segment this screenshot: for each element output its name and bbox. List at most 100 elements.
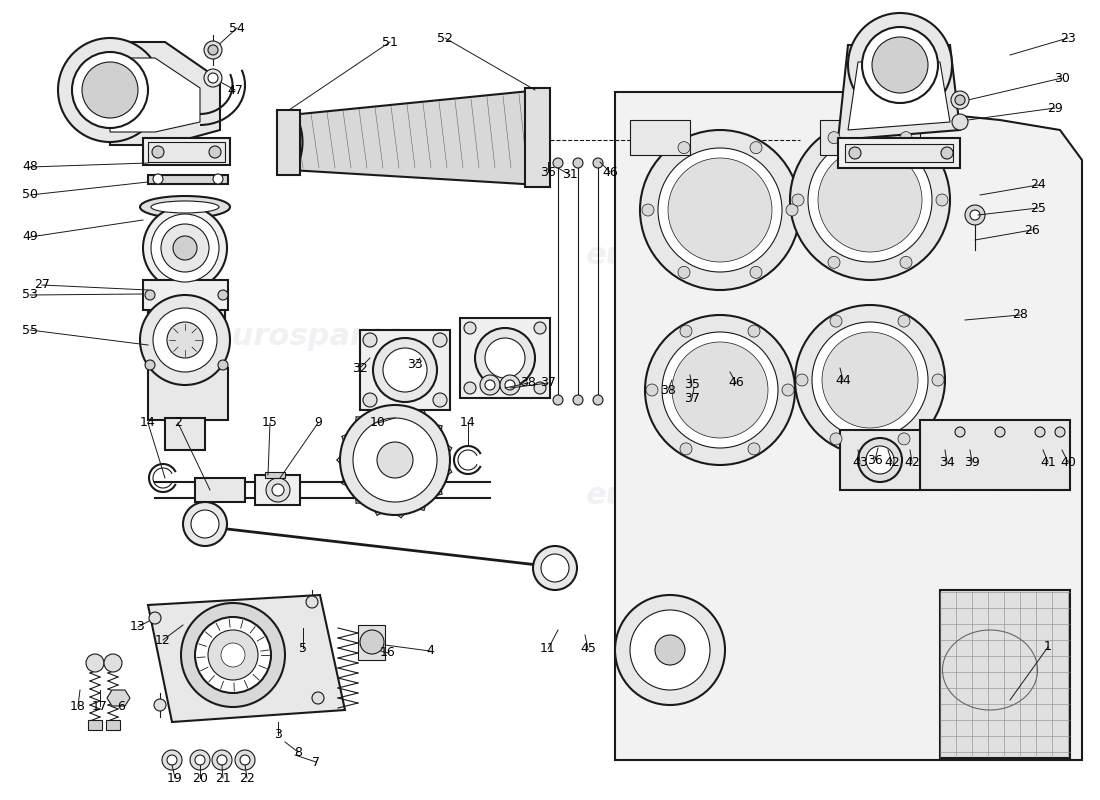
Circle shape — [360, 630, 384, 654]
Circle shape — [593, 395, 603, 405]
Circle shape — [464, 322, 476, 334]
Circle shape — [195, 617, 271, 693]
Circle shape — [190, 750, 210, 770]
Circle shape — [828, 256, 840, 268]
Text: 11: 11 — [540, 642, 556, 655]
Text: 41: 41 — [1041, 455, 1056, 469]
Polygon shape — [148, 142, 225, 162]
Circle shape — [534, 546, 578, 590]
Text: eurospares: eurospares — [585, 242, 779, 270]
Text: 55: 55 — [22, 323, 38, 337]
Polygon shape — [920, 420, 1070, 490]
Polygon shape — [148, 175, 228, 184]
Circle shape — [306, 596, 318, 608]
Polygon shape — [110, 58, 200, 132]
Circle shape — [748, 325, 760, 337]
Circle shape — [217, 755, 227, 765]
Circle shape — [849, 147, 861, 159]
Polygon shape — [265, 472, 285, 478]
Text: 12: 12 — [155, 634, 170, 646]
Polygon shape — [630, 120, 690, 155]
Circle shape — [642, 204, 654, 216]
Circle shape — [790, 120, 950, 280]
Circle shape — [213, 174, 223, 184]
Polygon shape — [107, 690, 130, 706]
Circle shape — [1055, 427, 1065, 437]
Text: 54: 54 — [229, 22, 245, 34]
Circle shape — [209, 146, 221, 158]
Circle shape — [680, 325, 692, 337]
Circle shape — [573, 158, 583, 168]
Text: 52: 52 — [437, 31, 453, 45]
Circle shape — [654, 635, 685, 665]
Circle shape — [145, 290, 155, 300]
Circle shape — [936, 194, 948, 206]
Text: 32: 32 — [352, 362, 367, 374]
Text: 44: 44 — [835, 374, 851, 386]
Circle shape — [500, 375, 520, 395]
Circle shape — [312, 692, 324, 704]
Polygon shape — [148, 308, 225, 370]
Text: 35: 35 — [684, 378, 700, 391]
Circle shape — [153, 308, 217, 372]
Circle shape — [218, 290, 228, 300]
Text: 42: 42 — [884, 455, 900, 469]
Circle shape — [72, 52, 148, 128]
Text: 34: 34 — [939, 455, 955, 469]
Circle shape — [182, 603, 285, 707]
Circle shape — [86, 654, 104, 672]
Circle shape — [148, 612, 161, 624]
Polygon shape — [940, 590, 1070, 758]
Bar — [106, 720, 120, 730]
Polygon shape — [360, 330, 450, 410]
Circle shape — [534, 322, 546, 334]
Circle shape — [782, 384, 794, 396]
Circle shape — [996, 427, 1005, 437]
Text: 28: 28 — [1012, 309, 1027, 322]
Text: 5: 5 — [299, 642, 307, 654]
Circle shape — [818, 148, 922, 252]
Text: 26: 26 — [1024, 223, 1040, 237]
Text: 10: 10 — [370, 417, 386, 430]
Text: 38: 38 — [520, 377, 536, 390]
Circle shape — [140, 295, 230, 385]
Circle shape — [898, 315, 910, 327]
Text: eurospares: eurospares — [211, 322, 405, 350]
Text: 43: 43 — [852, 455, 868, 469]
Text: 4: 4 — [426, 645, 433, 658]
Circle shape — [373, 338, 437, 402]
Circle shape — [340, 405, 450, 515]
Circle shape — [195, 755, 205, 765]
Circle shape — [153, 174, 163, 184]
Circle shape — [872, 37, 928, 93]
Circle shape — [786, 204, 798, 216]
Circle shape — [173, 236, 197, 260]
Circle shape — [748, 443, 760, 455]
Circle shape — [796, 374, 808, 386]
Circle shape — [272, 484, 284, 496]
Circle shape — [932, 374, 944, 386]
Text: 22: 22 — [239, 771, 255, 785]
Circle shape — [615, 595, 725, 705]
Circle shape — [553, 158, 563, 168]
Ellipse shape — [277, 114, 302, 170]
Circle shape — [955, 95, 965, 105]
Circle shape — [208, 73, 218, 83]
Text: 39: 39 — [964, 455, 980, 469]
Circle shape — [353, 418, 437, 502]
Polygon shape — [255, 475, 300, 505]
Polygon shape — [525, 88, 550, 187]
Circle shape — [143, 206, 227, 290]
Polygon shape — [148, 595, 345, 722]
Text: 51: 51 — [382, 35, 398, 49]
Text: 9: 9 — [315, 417, 322, 430]
Circle shape — [183, 502, 227, 546]
Circle shape — [167, 755, 177, 765]
Circle shape — [680, 443, 692, 455]
Text: 18: 18 — [70, 699, 86, 713]
Circle shape — [553, 395, 563, 405]
Text: 21: 21 — [216, 771, 231, 785]
Circle shape — [795, 305, 945, 455]
Text: 14: 14 — [140, 417, 156, 430]
Circle shape — [534, 382, 546, 394]
